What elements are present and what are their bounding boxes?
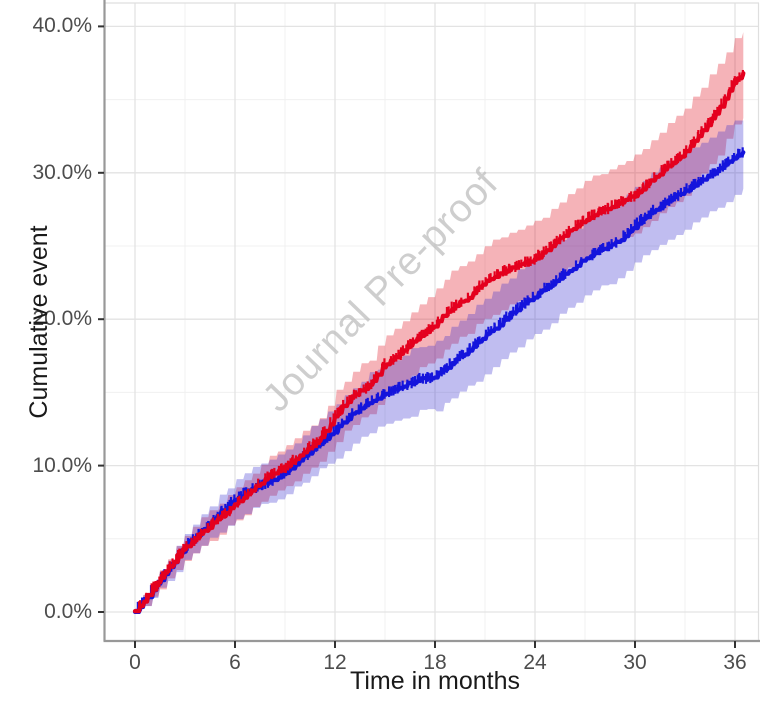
y-tick-label: 40.0% — [32, 14, 92, 38]
y-tick-label: 30.0% — [32, 160, 92, 184]
red-group-line — [132, 71, 746, 614]
x-tick-label: 6 — [229, 651, 241, 674]
x-tick-label: 12 — [323, 651, 347, 674]
red-group-curve — [132, 69, 746, 614]
blue-group-confidence-band — [135, 120, 744, 611]
blue-group-line — [132, 150, 746, 614]
x-tick-label: 24 — [523, 651, 547, 674]
x-tick-label: 0 — [129, 651, 141, 674]
blue-group-curve — [132, 147, 746, 614]
curves-layer — [132, 32, 746, 614]
y-tick-label: 10.0% — [32, 453, 92, 477]
y-tick-label: 0.0% — [44, 600, 92, 623]
x-tick-label: 18 — [423, 651, 447, 674]
x-tick-label: 30 — [623, 651, 647, 674]
x-tick-label: 36 — [723, 651, 747, 674]
y-tick-label: 20.0% — [32, 307, 92, 331]
y-axis-title: Cumulative event — [25, 225, 53, 419]
x-axis-title: Time in months — [350, 667, 520, 695]
